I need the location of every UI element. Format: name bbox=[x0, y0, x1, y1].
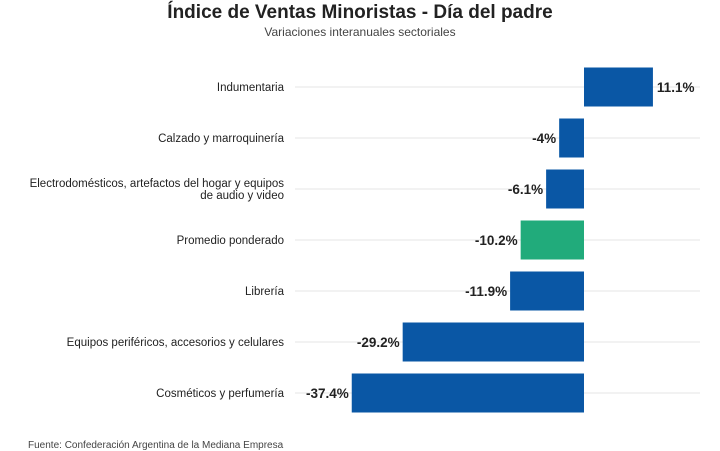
bar bbox=[520, 220, 584, 260]
bar bbox=[584, 67, 653, 107]
category-label: Calzado y marroquinería bbox=[158, 133, 285, 145]
category-label: Equipos periféricos, accesorios y celula… bbox=[67, 337, 285, 349]
category-label: Indumentaria bbox=[217, 82, 285, 94]
data-label: -11.9% bbox=[465, 284, 507, 299]
bar bbox=[351, 373, 584, 413]
category-label: Promedio ponderado bbox=[177, 235, 284, 247]
chart-title: Índice de Ventas Minoristas - Día del pa… bbox=[167, 2, 553, 23]
data-label: 11.1% bbox=[657, 80, 695, 95]
labels: 11.1% Indumentaria -4% Calzado y marroquine… bbox=[30, 80, 695, 401]
category-label: Electrodomésticos, artefactos del hogar … bbox=[30, 178, 285, 202]
bars bbox=[351, 67, 653, 413]
data-label: -4% bbox=[532, 131, 556, 146]
category-label: Librería bbox=[245, 286, 285, 298]
data-label: -29.2% bbox=[357, 335, 400, 350]
data-label: -10.2% bbox=[475, 233, 518, 248]
bar bbox=[402, 322, 584, 362]
bar bbox=[559, 118, 584, 158]
data-label: -37.4% bbox=[306, 386, 349, 401]
bar bbox=[546, 169, 584, 209]
category-label: Cosméticos y perfumería bbox=[156, 388, 284, 400]
bar bbox=[510, 271, 584, 311]
source-note: Fuente: Confederación Argentina de la Me… bbox=[28, 440, 284, 451]
chart-subtitle: Variaciones interanuales sectoriales bbox=[264, 25, 456, 39]
data-label: -6.1% bbox=[508, 182, 543, 197]
